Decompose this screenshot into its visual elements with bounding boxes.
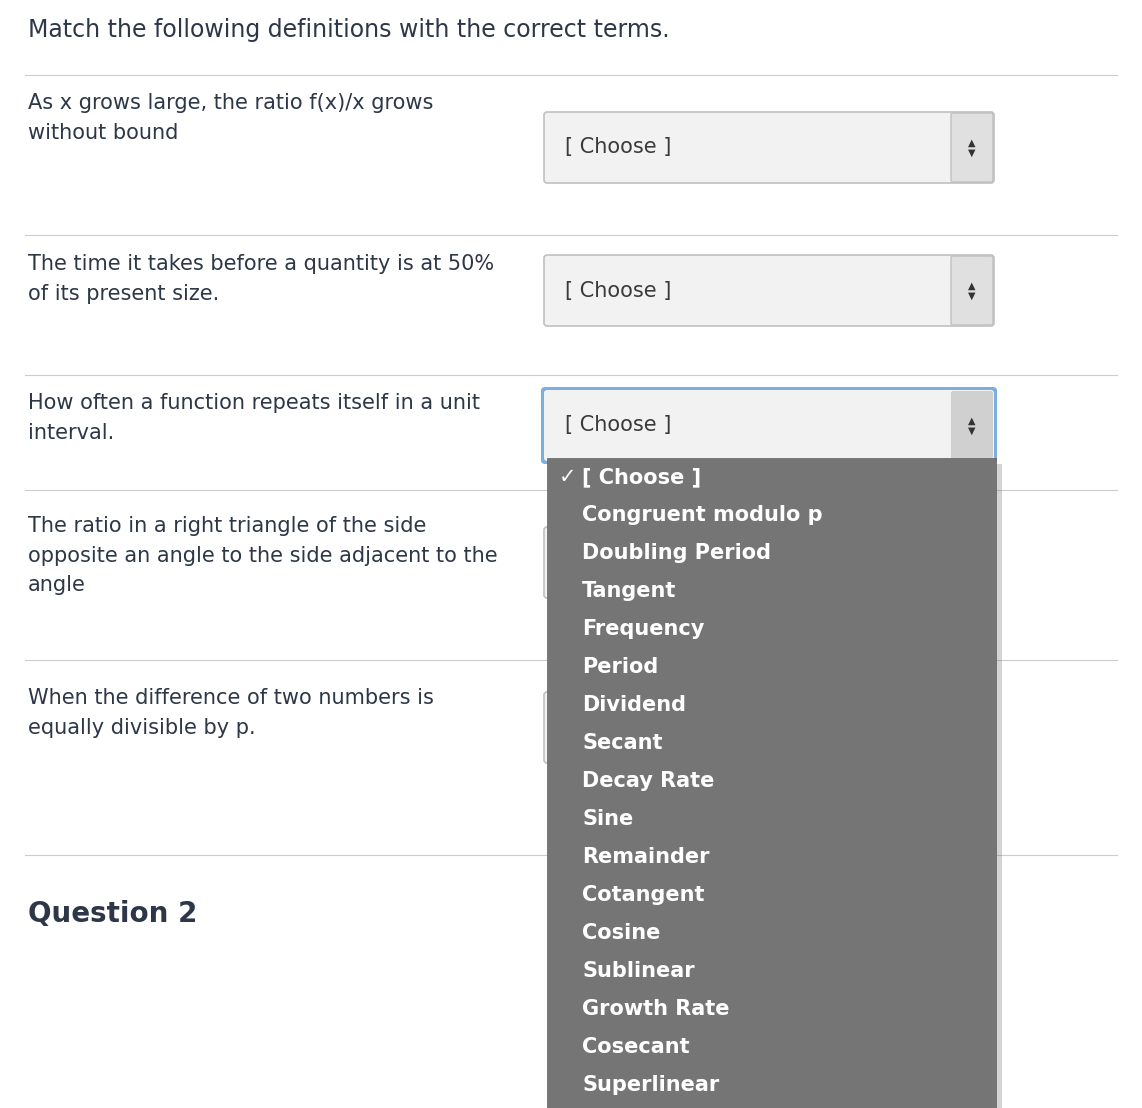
FancyBboxPatch shape xyxy=(951,692,994,762)
Text: Frequency: Frequency xyxy=(582,619,705,639)
Text: Congruent modulo p: Congruent modulo p xyxy=(582,505,822,525)
Text: ▲: ▲ xyxy=(968,553,975,563)
Text: ▼: ▼ xyxy=(968,425,975,435)
Text: ▼: ▼ xyxy=(968,147,975,157)
Bar xyxy=(547,458,996,1108)
Text: ✓: ✓ xyxy=(558,466,577,488)
Text: [ Choose ]: [ Choose ] xyxy=(565,718,671,738)
FancyBboxPatch shape xyxy=(951,113,994,182)
Text: Cotangent: Cotangent xyxy=(582,885,705,905)
FancyBboxPatch shape xyxy=(951,256,994,325)
Text: Period: Period xyxy=(582,657,658,677)
Text: Cosecant: Cosecant xyxy=(582,1037,690,1057)
FancyBboxPatch shape xyxy=(544,112,994,183)
Text: Sine: Sine xyxy=(582,809,634,829)
FancyBboxPatch shape xyxy=(951,529,994,597)
FancyBboxPatch shape xyxy=(544,692,994,763)
FancyBboxPatch shape xyxy=(951,391,994,460)
Text: Question 2: Question 2 xyxy=(29,900,198,929)
Text: ▲: ▲ xyxy=(968,718,975,728)
FancyBboxPatch shape xyxy=(544,390,994,461)
Text: The ratio in a right triangle of the side
opposite an angle to the side adjacent: The ratio in a right triangle of the sid… xyxy=(29,516,498,595)
FancyBboxPatch shape xyxy=(544,527,994,598)
Text: [ Choose ]: [ Choose ] xyxy=(565,137,671,157)
Text: Tangent: Tangent xyxy=(582,581,676,601)
Text: ▲: ▲ xyxy=(968,280,975,290)
Text: When the difference of two numbers is
equally divisible by p.: When the difference of two numbers is eq… xyxy=(29,688,434,738)
Bar xyxy=(553,464,1002,1108)
Text: Superlinear: Superlinear xyxy=(582,1075,719,1095)
Text: Decay Rate: Decay Rate xyxy=(582,771,715,791)
Text: Doubling Period: Doubling Period xyxy=(582,543,771,563)
Text: Sublinear: Sublinear xyxy=(582,961,694,981)
FancyBboxPatch shape xyxy=(544,255,994,326)
Text: ▼: ▼ xyxy=(968,290,975,300)
Text: Cosine: Cosine xyxy=(582,923,660,943)
Text: The time it takes before a quantity is at 50%
of its present size.: The time it takes before a quantity is a… xyxy=(29,254,494,304)
Text: ▲: ▲ xyxy=(968,416,975,425)
Text: ▼: ▼ xyxy=(968,563,975,573)
Text: [ Choose ]: [ Choose ] xyxy=(565,416,671,435)
Text: Dividend: Dividend xyxy=(582,695,686,715)
Text: ▼: ▼ xyxy=(968,728,975,738)
Text: [ Choose ]: [ Choose ] xyxy=(582,466,701,488)
Text: Remainder: Remainder xyxy=(582,847,709,866)
Text: [ Choose ]: [ Choose ] xyxy=(565,553,671,573)
Text: ▲: ▲ xyxy=(968,137,975,147)
FancyBboxPatch shape xyxy=(541,387,997,464)
Text: Growth Rate: Growth Rate xyxy=(582,999,730,1019)
Text: As x grows large, the ratio f(x)/x grows
without bound: As x grows large, the ratio f(x)/x grows… xyxy=(29,93,433,143)
Text: Secant: Secant xyxy=(582,733,662,753)
Text: How often a function repeats itself in a unit
interval.: How often a function repeats itself in a… xyxy=(29,393,480,442)
Text: [ Choose ]: [ Choose ] xyxy=(565,280,671,300)
Text: Match the following definitions with the correct terms.: Match the following definitions with the… xyxy=(29,18,669,42)
